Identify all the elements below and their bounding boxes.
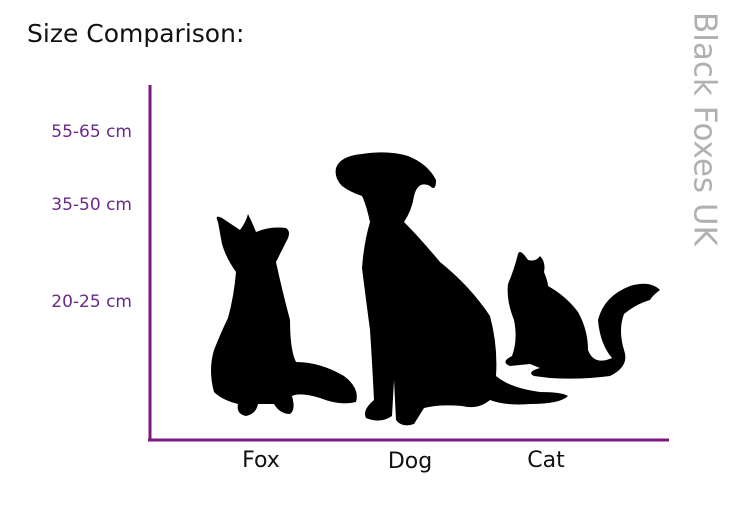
- silhouettes: [211, 152, 660, 426]
- fox-silhouette: [211, 214, 357, 416]
- animal-label: Dog: [388, 449, 432, 474]
- animal-label: Cat: [527, 448, 565, 473]
- watermark: Black Foxes UK: [687, 12, 723, 247]
- size-label: 55-65 cm: [51, 122, 132, 142]
- size-label: 20-25 cm: [51, 292, 132, 312]
- animal-label: Fox: [242, 448, 280, 473]
- cat-silhouette: [505, 252, 660, 379]
- dog-silhouette: [335, 152, 568, 426]
- title: Size Comparison:: [27, 19, 244, 48]
- size-label: 35-50 cm: [51, 195, 132, 215]
